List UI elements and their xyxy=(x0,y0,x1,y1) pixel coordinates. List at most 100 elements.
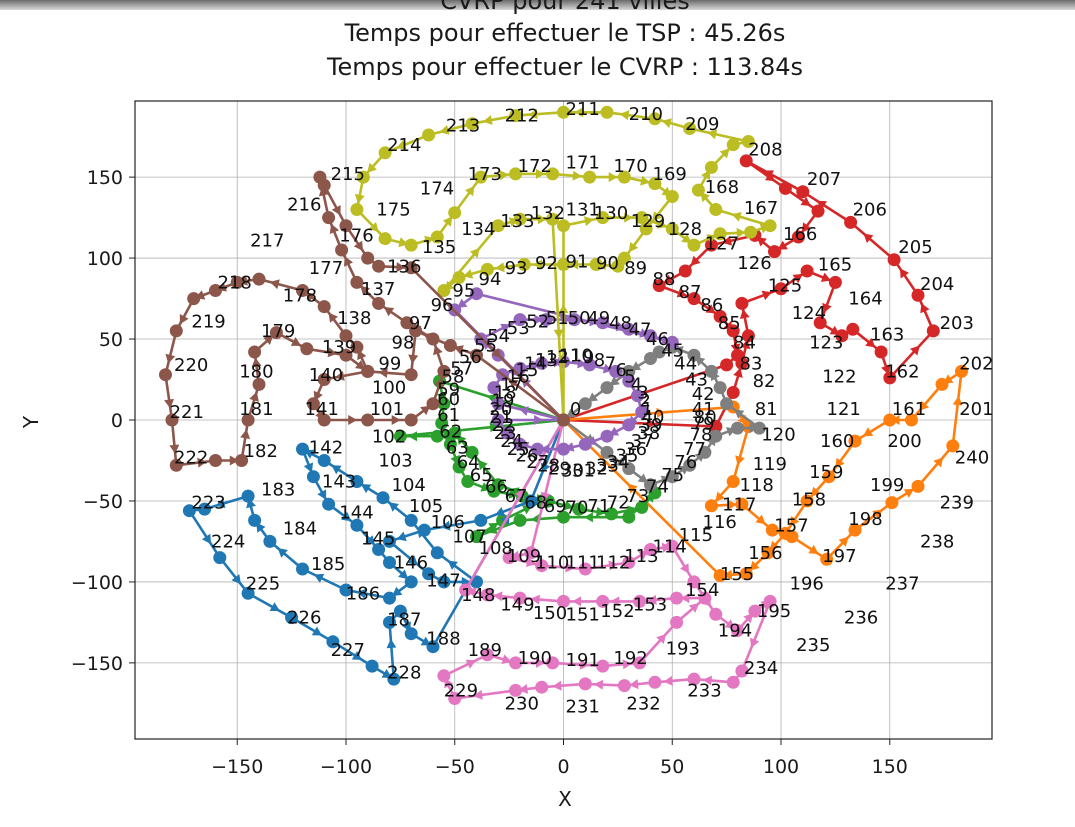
route-arrow xyxy=(743,613,754,624)
route-arrow xyxy=(383,307,395,317)
city-label: 134 xyxy=(461,219,495,240)
city-point xyxy=(617,170,631,184)
city-label: 173 xyxy=(468,164,502,185)
route-arrow xyxy=(764,172,776,182)
city-point xyxy=(480,262,494,276)
route-arrow xyxy=(401,621,411,632)
city-point xyxy=(572,502,586,516)
city-label: 22 xyxy=(492,415,515,436)
city-label: 131 xyxy=(566,200,600,221)
route-arrow xyxy=(437,392,447,403)
city-label: 105 xyxy=(409,496,443,517)
city-point xyxy=(230,275,244,289)
city-label: 97 xyxy=(409,313,432,334)
city-point xyxy=(883,413,897,427)
city-point xyxy=(955,364,968,378)
route-arrow xyxy=(396,531,407,542)
city-point xyxy=(187,292,201,306)
city-point xyxy=(713,381,727,395)
route-arrow xyxy=(656,219,667,229)
y-tick-label: −100 xyxy=(71,572,123,594)
route-arrow xyxy=(820,272,831,282)
city-point xyxy=(557,442,570,456)
city-label: 167 xyxy=(744,198,778,219)
route-arrow xyxy=(482,115,493,125)
x-tick-label: 0 xyxy=(557,756,569,778)
city-label: 119 xyxy=(753,454,787,475)
route-arrow xyxy=(417,528,427,539)
x-axis-label: X xyxy=(558,787,572,811)
city-point xyxy=(611,259,625,273)
city-label: 141 xyxy=(305,399,339,420)
city-point xyxy=(500,426,514,440)
route-arrow xyxy=(269,602,280,611)
route-arrow xyxy=(801,222,812,233)
city-label: 152 xyxy=(600,601,634,622)
route-arrow xyxy=(165,353,176,364)
route-arrow xyxy=(515,488,524,499)
city-label: 178 xyxy=(283,285,317,306)
city-label: 87 xyxy=(679,282,702,303)
city-label: 153 xyxy=(633,595,667,616)
city-point xyxy=(404,261,418,275)
city-label: 94 xyxy=(479,269,502,290)
city-point xyxy=(731,421,744,435)
route-arrow xyxy=(303,462,314,473)
city-point xyxy=(350,518,364,532)
route-arrow xyxy=(952,396,963,406)
city-label: 115 xyxy=(679,525,713,546)
city-label: 198 xyxy=(848,509,882,530)
city-label: 62 xyxy=(439,421,462,442)
route-arrow xyxy=(341,511,352,522)
city-label: 132 xyxy=(531,203,565,224)
city-label: 150 xyxy=(533,603,567,624)
city-point xyxy=(535,680,549,694)
route-arrow xyxy=(610,596,620,607)
route-arrow xyxy=(493,591,503,602)
city-label: 144 xyxy=(339,502,373,523)
route-arrow xyxy=(525,557,536,567)
route-arrow xyxy=(510,550,520,561)
city-point xyxy=(644,329,657,343)
city-point xyxy=(665,539,679,553)
city-point xyxy=(820,552,834,566)
route-arrow xyxy=(348,415,358,425)
city-label: 172 xyxy=(518,156,552,177)
city-point xyxy=(596,316,610,330)
city-label: 55 xyxy=(474,336,497,357)
city-point xyxy=(652,279,666,293)
city-point xyxy=(524,546,538,560)
route-arrow xyxy=(920,303,930,314)
city-point xyxy=(800,494,814,508)
route-arrow xyxy=(586,436,597,446)
route-arrow xyxy=(368,222,379,232)
city-point xyxy=(159,368,172,382)
city-point xyxy=(946,439,960,453)
city-point xyxy=(513,212,527,226)
city-point xyxy=(741,329,755,343)
routes xyxy=(159,105,968,705)
city-point xyxy=(491,219,505,233)
route-arrow xyxy=(388,502,399,512)
route-arrow xyxy=(437,413,448,424)
city-label: 93 xyxy=(505,258,528,279)
route-arrow xyxy=(313,390,323,402)
city-point xyxy=(846,322,860,336)
city-label: 9 xyxy=(583,347,594,368)
city-point xyxy=(487,381,501,395)
city-point xyxy=(822,470,836,484)
city-label: 186 xyxy=(346,583,380,604)
city-label: 197 xyxy=(822,546,856,567)
city-label: 53 xyxy=(507,318,530,339)
city-point xyxy=(322,497,336,511)
city-point xyxy=(465,445,479,459)
city-point xyxy=(609,364,623,378)
city-point xyxy=(765,523,779,537)
city-point xyxy=(752,421,766,435)
city-label: 214 xyxy=(387,135,421,156)
route-arrow xyxy=(637,473,648,483)
city-label: 16 xyxy=(507,366,530,387)
route-arrow xyxy=(647,418,657,429)
city-label: 92 xyxy=(535,253,558,274)
route-arrow xyxy=(602,363,613,374)
